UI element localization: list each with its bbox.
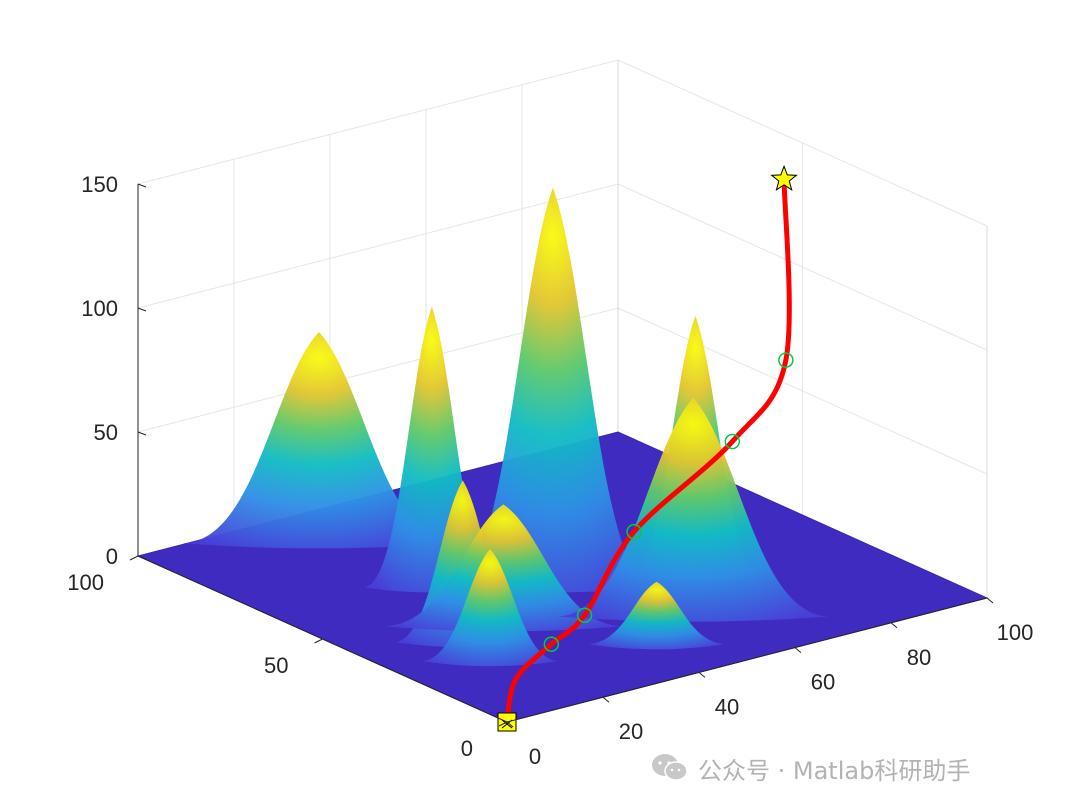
z-tick	[137, 307, 147, 312]
z-tick	[137, 183, 147, 188]
z-tick-label: 50	[94, 420, 118, 445]
surface-peak	[588, 581, 725, 650]
x-tick-label: 40	[715, 694, 739, 719]
y-tick	[129, 555, 139, 561]
surface-peak	[422, 549, 558, 667]
waypoint-marker	[778, 352, 794, 368]
z-tick-label: 0	[106, 544, 118, 569]
x-tick	[698, 672, 706, 678]
peaks-layer	[183, 187, 829, 667]
x-tick-label: 100	[997, 620, 1034, 645]
x-tick	[890, 622, 898, 629]
y-tick-label: 100	[67, 570, 104, 595]
waypoint-marker	[543, 636, 560, 652]
surface-peak	[451, 187, 655, 593]
y-tick-label: 0	[461, 736, 473, 761]
goal-marker	[770, 164, 798, 192]
waypoint-marker	[576, 607, 593, 623]
x-tick-label: 60	[811, 670, 835, 695]
x-tick	[986, 597, 994, 604]
x-tick	[794, 647, 802, 653]
z-tick-label: 150	[81, 172, 118, 197]
z-tick	[137, 555, 147, 560]
surface-peak	[183, 332, 455, 549]
y-tick-label: 50	[264, 653, 288, 678]
z-tick	[137, 431, 147, 436]
grid-line	[137, 59, 988, 227]
x-tick-label: 80	[907, 645, 931, 670]
wechat-icon	[652, 754, 688, 781]
watermark: 公众号 · Matlab科研助手	[650, 750, 970, 786]
z-tick-label: 100	[81, 296, 118, 321]
watermark-text: 公众号 · Matlab科研助手	[698, 756, 971, 785]
waypoint-marker	[626, 523, 642, 540]
surface-peak	[385, 504, 622, 632]
x-tick	[602, 696, 610, 703]
x-tick-label: 0	[529, 744, 541, 769]
surface-peak	[557, 397, 829, 622]
x-axis	[506, 597, 988, 723]
x-tick	[506, 721, 514, 728]
path-layer	[497, 164, 798, 732]
y-tick	[314, 638, 323, 644]
y-tick	[498, 721, 508, 727]
path-line	[504, 176, 792, 725]
waypoint-marker	[724, 433, 741, 450]
x-tick-label: 20	[619, 719, 643, 744]
